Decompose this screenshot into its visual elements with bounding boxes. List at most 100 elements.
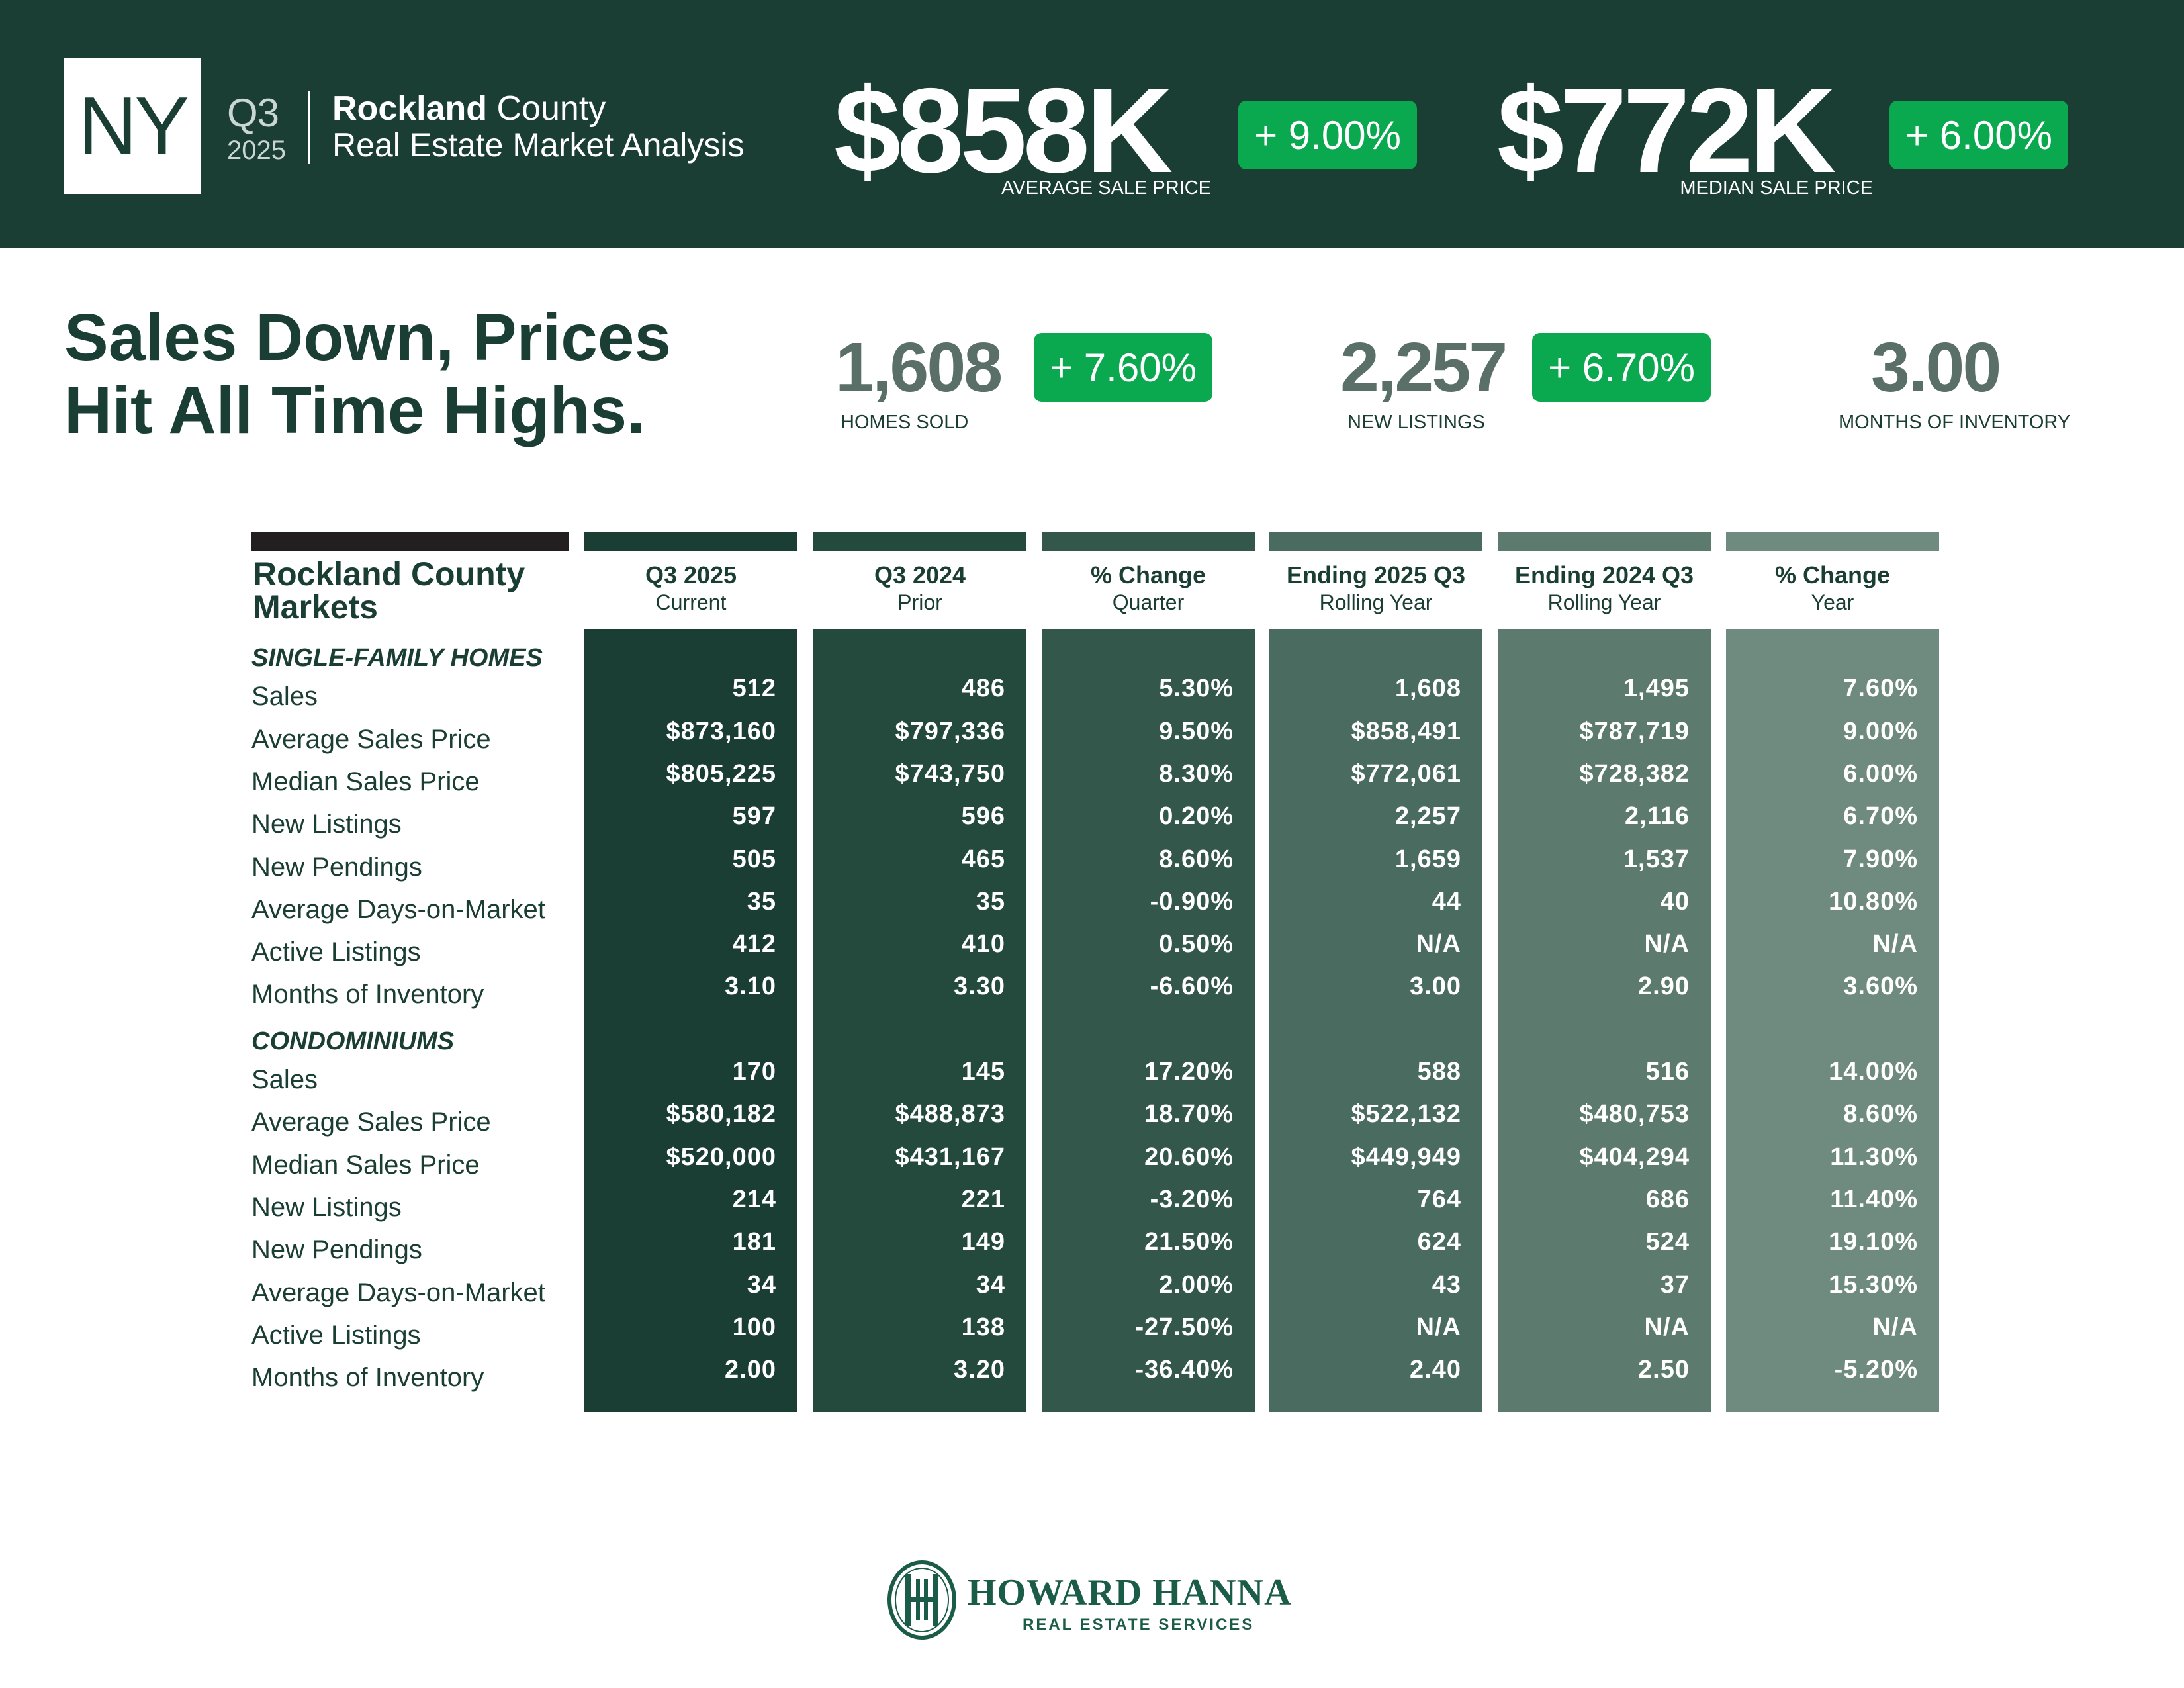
avg-price-change-badge: + 9.00% <box>1238 101 1417 169</box>
column-background <box>1726 629 1939 1412</box>
table-cell: 6.70% <box>1843 802 1918 831</box>
howard-hanna-emblem-icon <box>887 1560 956 1640</box>
table-cell: 686 <box>1645 1185 1690 1213</box>
table-cell: $522,132 <box>1351 1100 1461 1129</box>
column-header-title: Ending 2025 Q3 <box>1286 561 1466 588</box>
table-cell: 2.00% <box>1159 1270 1234 1299</box>
column-header-title: Ending 2024 Q3 <box>1514 561 1694 588</box>
table-cell: 214 <box>732 1185 776 1213</box>
row-label: Months of Inventory <box>251 980 484 1009</box>
row-label: Sales <box>251 1065 318 1094</box>
table-cell: 170 <box>732 1058 776 1086</box>
row-label: Average Sales Price <box>251 724 491 754</box>
table-cell: $480,753 <box>1579 1100 1690 1129</box>
months-inventory-value: 3.00 <box>1871 328 2001 406</box>
row-label: Average Sales Price <box>251 1107 491 1137</box>
table-cell: $873,160 <box>666 717 776 745</box>
county-title: Rockland County <box>332 90 606 127</box>
table-cell: 410 <box>961 930 1005 959</box>
column-header: % Change Quarter <box>1042 561 1255 616</box>
homes-sold-change-badge: + 7.60% <box>1034 333 1212 402</box>
table-cell: 624 <box>1417 1228 1461 1256</box>
section-heading: SINGLE-FAMILY HOMES <box>251 644 543 672</box>
column-background <box>813 629 1026 1412</box>
row-label: New Listings <box>251 1192 402 1222</box>
period: Q3 2025 <box>227 91 293 165</box>
row-label: Active Listings <box>251 1320 421 1350</box>
table-cell: 512 <box>732 675 776 703</box>
column-header: Ending 2025 Q3 Rolling Year <box>1269 561 1482 616</box>
column-top-bar <box>813 532 1026 551</box>
column-top-bar <box>1498 532 1711 551</box>
column-top-bar <box>1726 532 1939 551</box>
table-cell: 11.30% <box>1830 1143 1918 1171</box>
table-cell: 15.30% <box>1829 1270 1918 1299</box>
column-top-bar <box>1269 532 1482 551</box>
table-cell: 2,116 <box>1625 802 1690 831</box>
table-title-line-1: Rockland County <box>253 555 525 592</box>
table-cell: 34 <box>976 1270 1005 1299</box>
state-badge: NY <box>64 58 201 194</box>
column-header-subtitle: Rolling Year <box>1319 590 1433 614</box>
table-cell: -5.20% <box>1834 1356 1918 1384</box>
table-cell: 588 <box>1417 1058 1461 1086</box>
table-cell: 8.60% <box>1843 1100 1918 1129</box>
table-cell: 3.60% <box>1843 972 1918 1001</box>
table-cell: 412 <box>732 930 776 959</box>
table-cell: $431,167 <box>895 1143 1005 1171</box>
table-cell: $728,382 <box>1579 759 1690 788</box>
year: 2025 <box>227 136 286 165</box>
column-top-bar <box>1042 532 1255 551</box>
table-cell: 181 <box>732 1228 776 1256</box>
column-background <box>1498 629 1711 1412</box>
table-cell: 8.60% <box>1159 845 1234 873</box>
column-header: Ending 2024 Q3 Rolling Year <box>1498 561 1711 616</box>
homes-sold-label: HOMES SOLD <box>841 412 969 433</box>
row-label: Median Sales Price <box>251 1150 480 1180</box>
headline-line-1: Sales Down, Prices <box>64 301 672 375</box>
table-cell: 35 <box>747 887 776 915</box>
column-header-title: Q3 2024 <box>874 561 966 588</box>
table-cell: $787,719 <box>1579 717 1690 745</box>
table-cell: 5.30% <box>1159 675 1234 703</box>
section-heading: CONDOMINIUMS <box>251 1027 455 1055</box>
table-cell: 1,537 <box>1623 845 1690 873</box>
months-inventory-label: MONTHS OF INVENTORY <box>1839 412 2071 433</box>
table-cell: 149 <box>961 1228 1005 1256</box>
row-label: New Pendings <box>251 1235 422 1265</box>
table-cell: $488,873 <box>895 1100 1005 1129</box>
column-header: % Change Year <box>1726 561 1939 616</box>
table-cell: $805,225 <box>666 759 776 788</box>
table-cell: -0.90% <box>1150 887 1234 915</box>
table-cell: 1,495 <box>1623 675 1690 703</box>
table-cell: 44 <box>1432 887 1461 915</box>
table-cell: -27.50% <box>1135 1313 1234 1341</box>
table-cell: 2,257 <box>1394 802 1461 831</box>
table-cell: N/A <box>1644 1313 1690 1341</box>
column-header-subtitle: Prior <box>897 590 942 614</box>
table-cell: $404,294 <box>1579 1143 1690 1171</box>
column-header: Q3 2024 Prior <box>813 561 1026 616</box>
table-cell: 505 <box>732 845 776 873</box>
table-cell: 20.60% <box>1144 1143 1234 1171</box>
table-title-line-2: Markets <box>253 588 378 626</box>
row-label: Months of Inventory <box>251 1363 484 1393</box>
table-cell: $449,949 <box>1351 1143 1461 1171</box>
table-cell: 37 <box>1660 1270 1690 1299</box>
table-cell: $772,061 <box>1351 759 1461 788</box>
table-cell: N/A <box>1872 930 1918 959</box>
table-title-bar <box>251 532 569 551</box>
new-listings-label: NEW LISTINGS <box>1347 412 1485 433</box>
table-cell: 9.50% <box>1159 717 1234 745</box>
table-cell: 35 <box>976 887 1005 915</box>
table-cell: -3.20% <box>1150 1185 1234 1213</box>
table-cell: 9.00% <box>1843 717 1918 745</box>
column-header-subtitle: Current <box>655 590 727 614</box>
row-label: Sales <box>251 682 318 712</box>
table-cell: -6.60% <box>1150 972 1234 1001</box>
quarter: Q3 <box>227 91 279 135</box>
table-cell: 465 <box>961 845 1005 873</box>
table-cell: -36.40% <box>1135 1356 1234 1384</box>
county-word: County <box>487 89 606 128</box>
table-cell: 1,659 <box>1394 845 1461 873</box>
